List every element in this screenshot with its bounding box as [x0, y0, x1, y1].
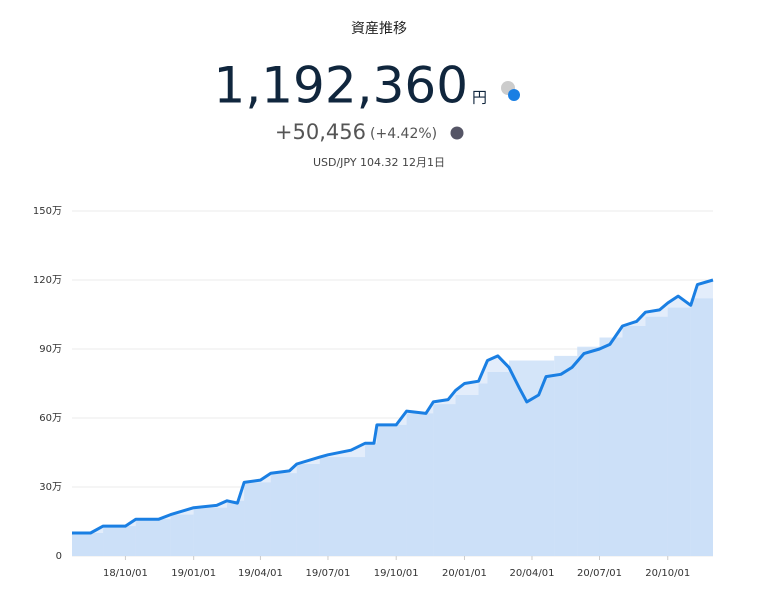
principal-step — [455, 395, 479, 556]
y-tick-label: 0 — [56, 551, 62, 562]
x-tick-label: 18/10/01 — [103, 568, 148, 579]
principal-step — [667, 307, 691, 556]
principal-step — [319, 457, 366, 556]
y-tick-label: 90万 — [39, 344, 62, 355]
x-tick-label: 20/04/01 — [510, 568, 555, 579]
x-tick-label: 19/04/01 — [238, 568, 283, 579]
x-tick-label: 19/01/01 — [171, 568, 216, 579]
principal-step — [577, 346, 600, 556]
principal-step — [270, 473, 297, 556]
principal-step — [599, 337, 623, 556]
fx-rate: USD/JPY 104.32 12月1日 — [313, 156, 445, 169]
principal-step — [376, 424, 407, 556]
principal-step — [244, 482, 271, 556]
principal-step — [487, 372, 509, 556]
y-tick-label: 60万 — [39, 413, 62, 424]
principal-step — [645, 316, 668, 556]
x-tick-label: 19/10/01 — [374, 568, 419, 579]
principal-step — [554, 355, 578, 556]
currency-icon[interactable] — [501, 81, 520, 101]
principal-step — [103, 526, 136, 556]
principal-step — [622, 326, 646, 556]
change-pct: (+4.42%) — [370, 126, 437, 142]
principal-step — [478, 383, 488, 556]
total-value: 1,192,360 — [214, 57, 468, 115]
x-tick-label: 19/07/01 — [305, 568, 350, 579]
y-tick-label: 120万 — [33, 275, 62, 286]
title: 資産推移 — [351, 21, 407, 37]
principal-step — [365, 443, 377, 556]
change: +50,456 — [275, 120, 366, 144]
principal-step — [406, 413, 434, 556]
x-tick-label: 20/07/01 — [577, 568, 622, 579]
y-tick-label: 30万 — [39, 482, 62, 493]
x-tick-label: 20/10/01 — [645, 568, 690, 579]
principal-step — [72, 533, 104, 556]
principal-step — [135, 519, 171, 556]
principal-step — [433, 404, 456, 556]
y-tick-label: 150万 — [33, 206, 62, 217]
principal-step — [296, 464, 320, 556]
principal-step — [170, 514, 194, 556]
principal-step — [690, 298, 713, 556]
principal-step — [193, 507, 228, 556]
x-tick-label: 20/01/01 — [442, 568, 487, 579]
principal-step — [508, 360, 555, 556]
value-line — [72, 278, 714, 535]
unit: 円 — [472, 89, 487, 107]
principal-step — [227, 500, 245, 556]
info-icon[interactable] — [450, 126, 464, 140]
